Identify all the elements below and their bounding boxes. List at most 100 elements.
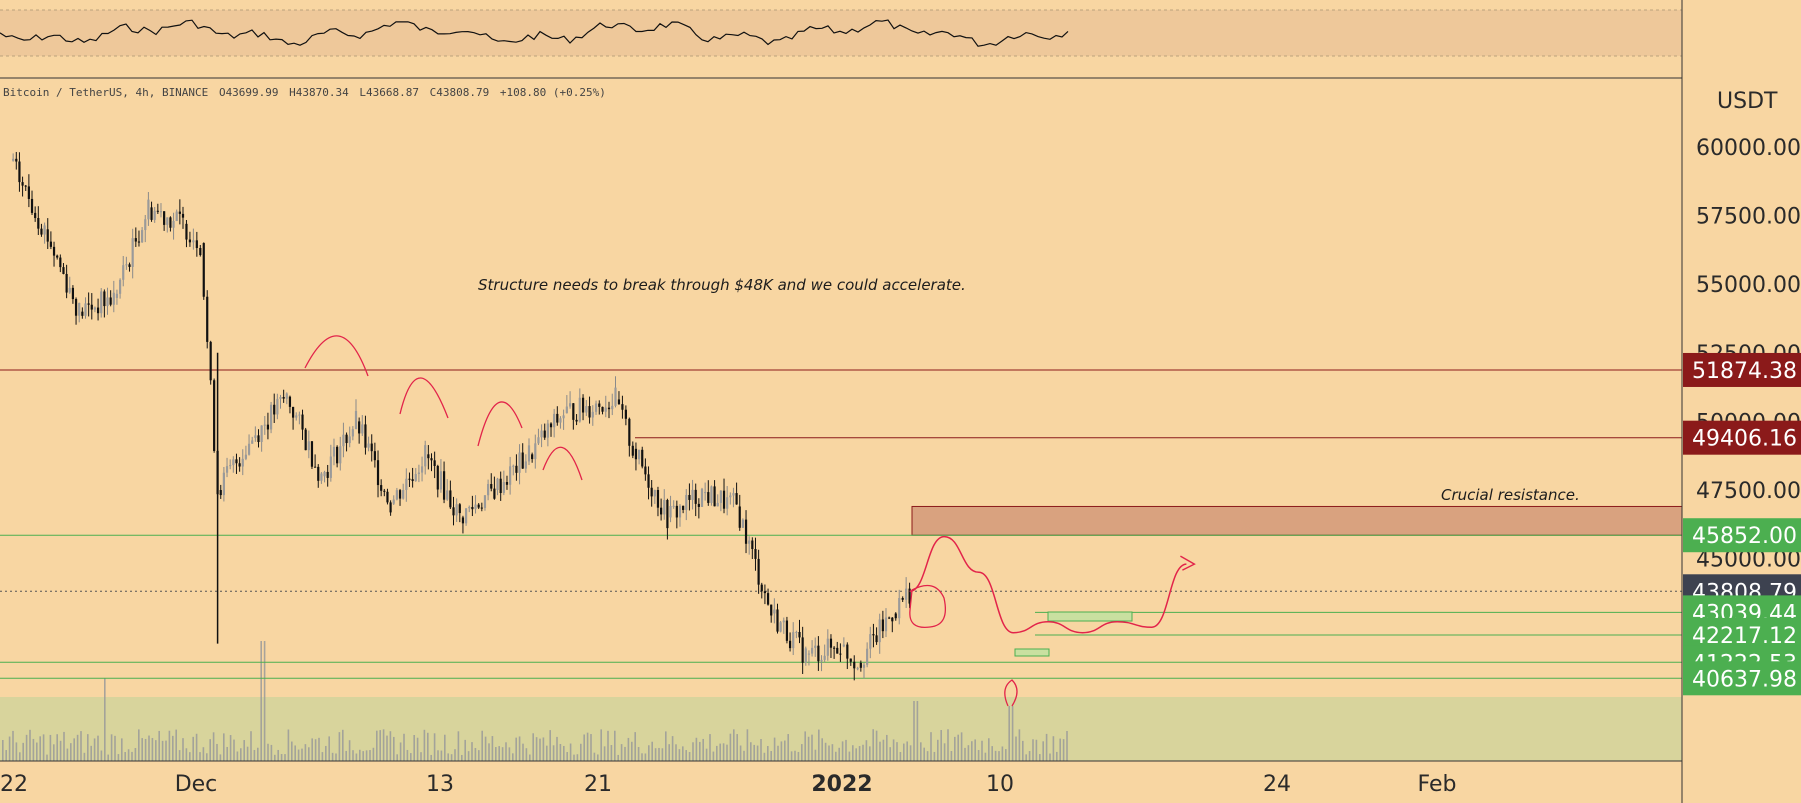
volume-bar-261	[889, 747, 891, 761]
volume-bar-306	[1042, 741, 1044, 761]
volume-bar-310	[1056, 751, 1058, 761]
candle-body-124	[405, 478, 408, 491]
candle-body-250	[804, 648, 807, 663]
volume-bar-240	[818, 729, 820, 761]
candle-body-236	[760, 584, 763, 592]
volume-bar-232	[790, 751, 793, 761]
volume-bar-33	[114, 735, 116, 761]
candle-body-77	[257, 435, 260, 443]
candle-body-279	[898, 597, 901, 619]
candle-body-224	[722, 490, 726, 509]
candle-body-207	[669, 505, 672, 518]
volume-bar-14	[49, 734, 52, 761]
x-tick-label-3: 21	[584, 772, 612, 797]
volume-bar-301	[1025, 754, 1027, 761]
volume-bar-237	[807, 736, 810, 761]
volume-bar-49	[168, 730, 171, 761]
volume-bar-78	[267, 743, 269, 761]
volume-bar-48	[165, 740, 167, 761]
candle-body-262	[842, 644, 845, 647]
volume-bar-238	[811, 734, 813, 761]
volume-bar-184	[627, 737, 630, 761]
candle-body-171	[553, 413, 556, 428]
legend-open-label: O	[219, 86, 226, 99]
candle-body-169	[546, 423, 549, 438]
volume-bar-207	[705, 748, 708, 761]
breakdown-circle	[909, 584, 947, 629]
volume-bar-99	[338, 732, 341, 761]
volume-bar-270	[920, 742, 922, 761]
volume-bar-18	[63, 731, 65, 761]
volume-bar-206	[702, 738, 704, 761]
volume-bar-55	[189, 752, 191, 761]
volume-bar-83	[284, 754, 286, 761]
candle-body-209	[675, 505, 678, 518]
volume-bar-222	[756, 745, 759, 761]
volume-bar-77	[263, 641, 266, 761]
volume-bar-144	[491, 736, 494, 761]
candle-body-259	[833, 647, 836, 649]
candle-body-86	[285, 393, 288, 399]
candle-body-99	[326, 471, 329, 478]
candle-body-192	[621, 404, 624, 410]
candle-body-258	[829, 638, 833, 648]
volume-bar-42	[144, 738, 147, 761]
volume-bar-217	[739, 745, 742, 761]
candle-body-85	[282, 397, 285, 399]
candle-body-155	[502, 482, 505, 494]
volume-bar-290	[988, 738, 990, 761]
time-axis[interactable]: 22 Dec 13 21 2022 10 24 Feb	[0, 772, 1456, 797]
candle-body-180	[581, 397, 585, 413]
candle-body-176	[568, 403, 572, 407]
candle-body-108	[354, 410, 358, 430]
volume-bar-276	[940, 729, 942, 761]
candle-body-222	[716, 502, 719, 507]
volume-bar-271	[923, 747, 925, 761]
volume-bar-7	[25, 734, 28, 761]
volume-bar-247	[841, 741, 844, 761]
candle-body-226	[729, 495, 732, 498]
volume-bar-21	[73, 738, 75, 761]
volume-bar-220	[750, 742, 752, 761]
volume-bar-38	[131, 751, 133, 761]
candle-body-157	[509, 466, 512, 485]
candle-body-109	[358, 421, 361, 434]
volume-bar-189	[644, 753, 647, 761]
volume-bar-243	[828, 745, 830, 761]
volume-bar-125	[427, 732, 429, 761]
candle-body-260	[836, 647, 839, 654]
volume-bar-216	[736, 734, 738, 761]
volume-bar-114	[389, 731, 392, 761]
volume-bar-302	[1028, 751, 1031, 761]
candle-body-231	[744, 519, 748, 544]
candle-body-235	[757, 558, 760, 585]
volume-bar-263	[896, 742, 898, 761]
candle-body-61	[206, 296, 209, 342]
volume-bar-9	[32, 738, 35, 761]
candle-body-156	[505, 482, 509, 485]
candle-body-11	[46, 229, 49, 242]
volume-bar-286	[974, 739, 976, 761]
volume-bar-47	[161, 740, 164, 761]
volume-bar-158	[539, 738, 541, 761]
candle-body-0	[12, 158, 15, 161]
volume-bar-202	[688, 752, 691, 761]
volume-bar-15	[53, 744, 55, 761]
candle-body-8	[37, 218, 40, 229]
volume-bar-145	[495, 747, 497, 761]
volume-bar-246	[838, 747, 840, 761]
candle-body-261	[839, 653, 842, 655]
candle-body-5	[27, 186, 30, 199]
legend-close-label: C	[430, 86, 437, 99]
candle-body-130	[424, 445, 427, 467]
volume-bar-291	[991, 746, 993, 761]
volume-bar-309	[1052, 736, 1055, 761]
volume-bar-75	[257, 747, 259, 761]
volume-bar-297	[1011, 706, 1014, 761]
rsi-line	[0, 19, 1069, 47]
price-label-1: 49406.16	[1692, 427, 1797, 452]
volume-bar-233	[794, 750, 796, 761]
candle-body-182	[588, 406, 591, 418]
candle-body-237	[763, 591, 767, 594]
